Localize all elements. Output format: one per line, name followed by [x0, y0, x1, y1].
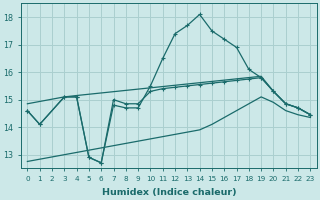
X-axis label: Humidex (Indice chaleur): Humidex (Indice chaleur)	[101, 188, 236, 197]
